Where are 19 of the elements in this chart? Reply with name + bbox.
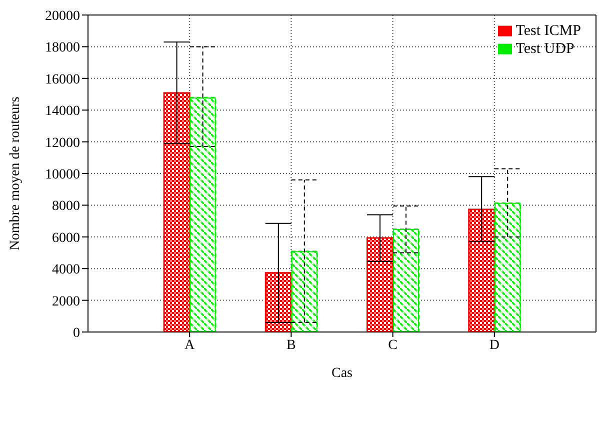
x-tick-label: A <box>184 338 196 353</box>
y-tick-label: 20000 <box>45 8 80 24</box>
y-tick-label: 18000 <box>45 40 80 56</box>
y-tick-label: 8000 <box>52 199 80 214</box>
y-tick-label: 10000 <box>45 167 80 182</box>
y-tick-label: 6000 <box>52 230 80 246</box>
y-axis-title: Nombre moyen de routeurs <box>8 96 23 250</box>
y-tick-label: 0 <box>73 326 80 341</box>
x-axis-title: Cas <box>332 366 352 381</box>
legend-label: Test ICMP <box>516 23 581 39</box>
y-tick-label: 16000 <box>45 72 80 88</box>
y-tick-label: 4000 <box>52 262 80 278</box>
y-tick-label: 12000 <box>45 136 80 151</box>
legend-label: Test UDP <box>516 41 574 57</box>
x-tick-label: B <box>286 338 296 353</box>
x-tick-label: D <box>489 338 500 353</box>
y-tick-label: 14000 <box>45 104 80 120</box>
y-tick-label: 2000 <box>52 294 80 310</box>
x-tick-label: C <box>388 338 398 353</box>
